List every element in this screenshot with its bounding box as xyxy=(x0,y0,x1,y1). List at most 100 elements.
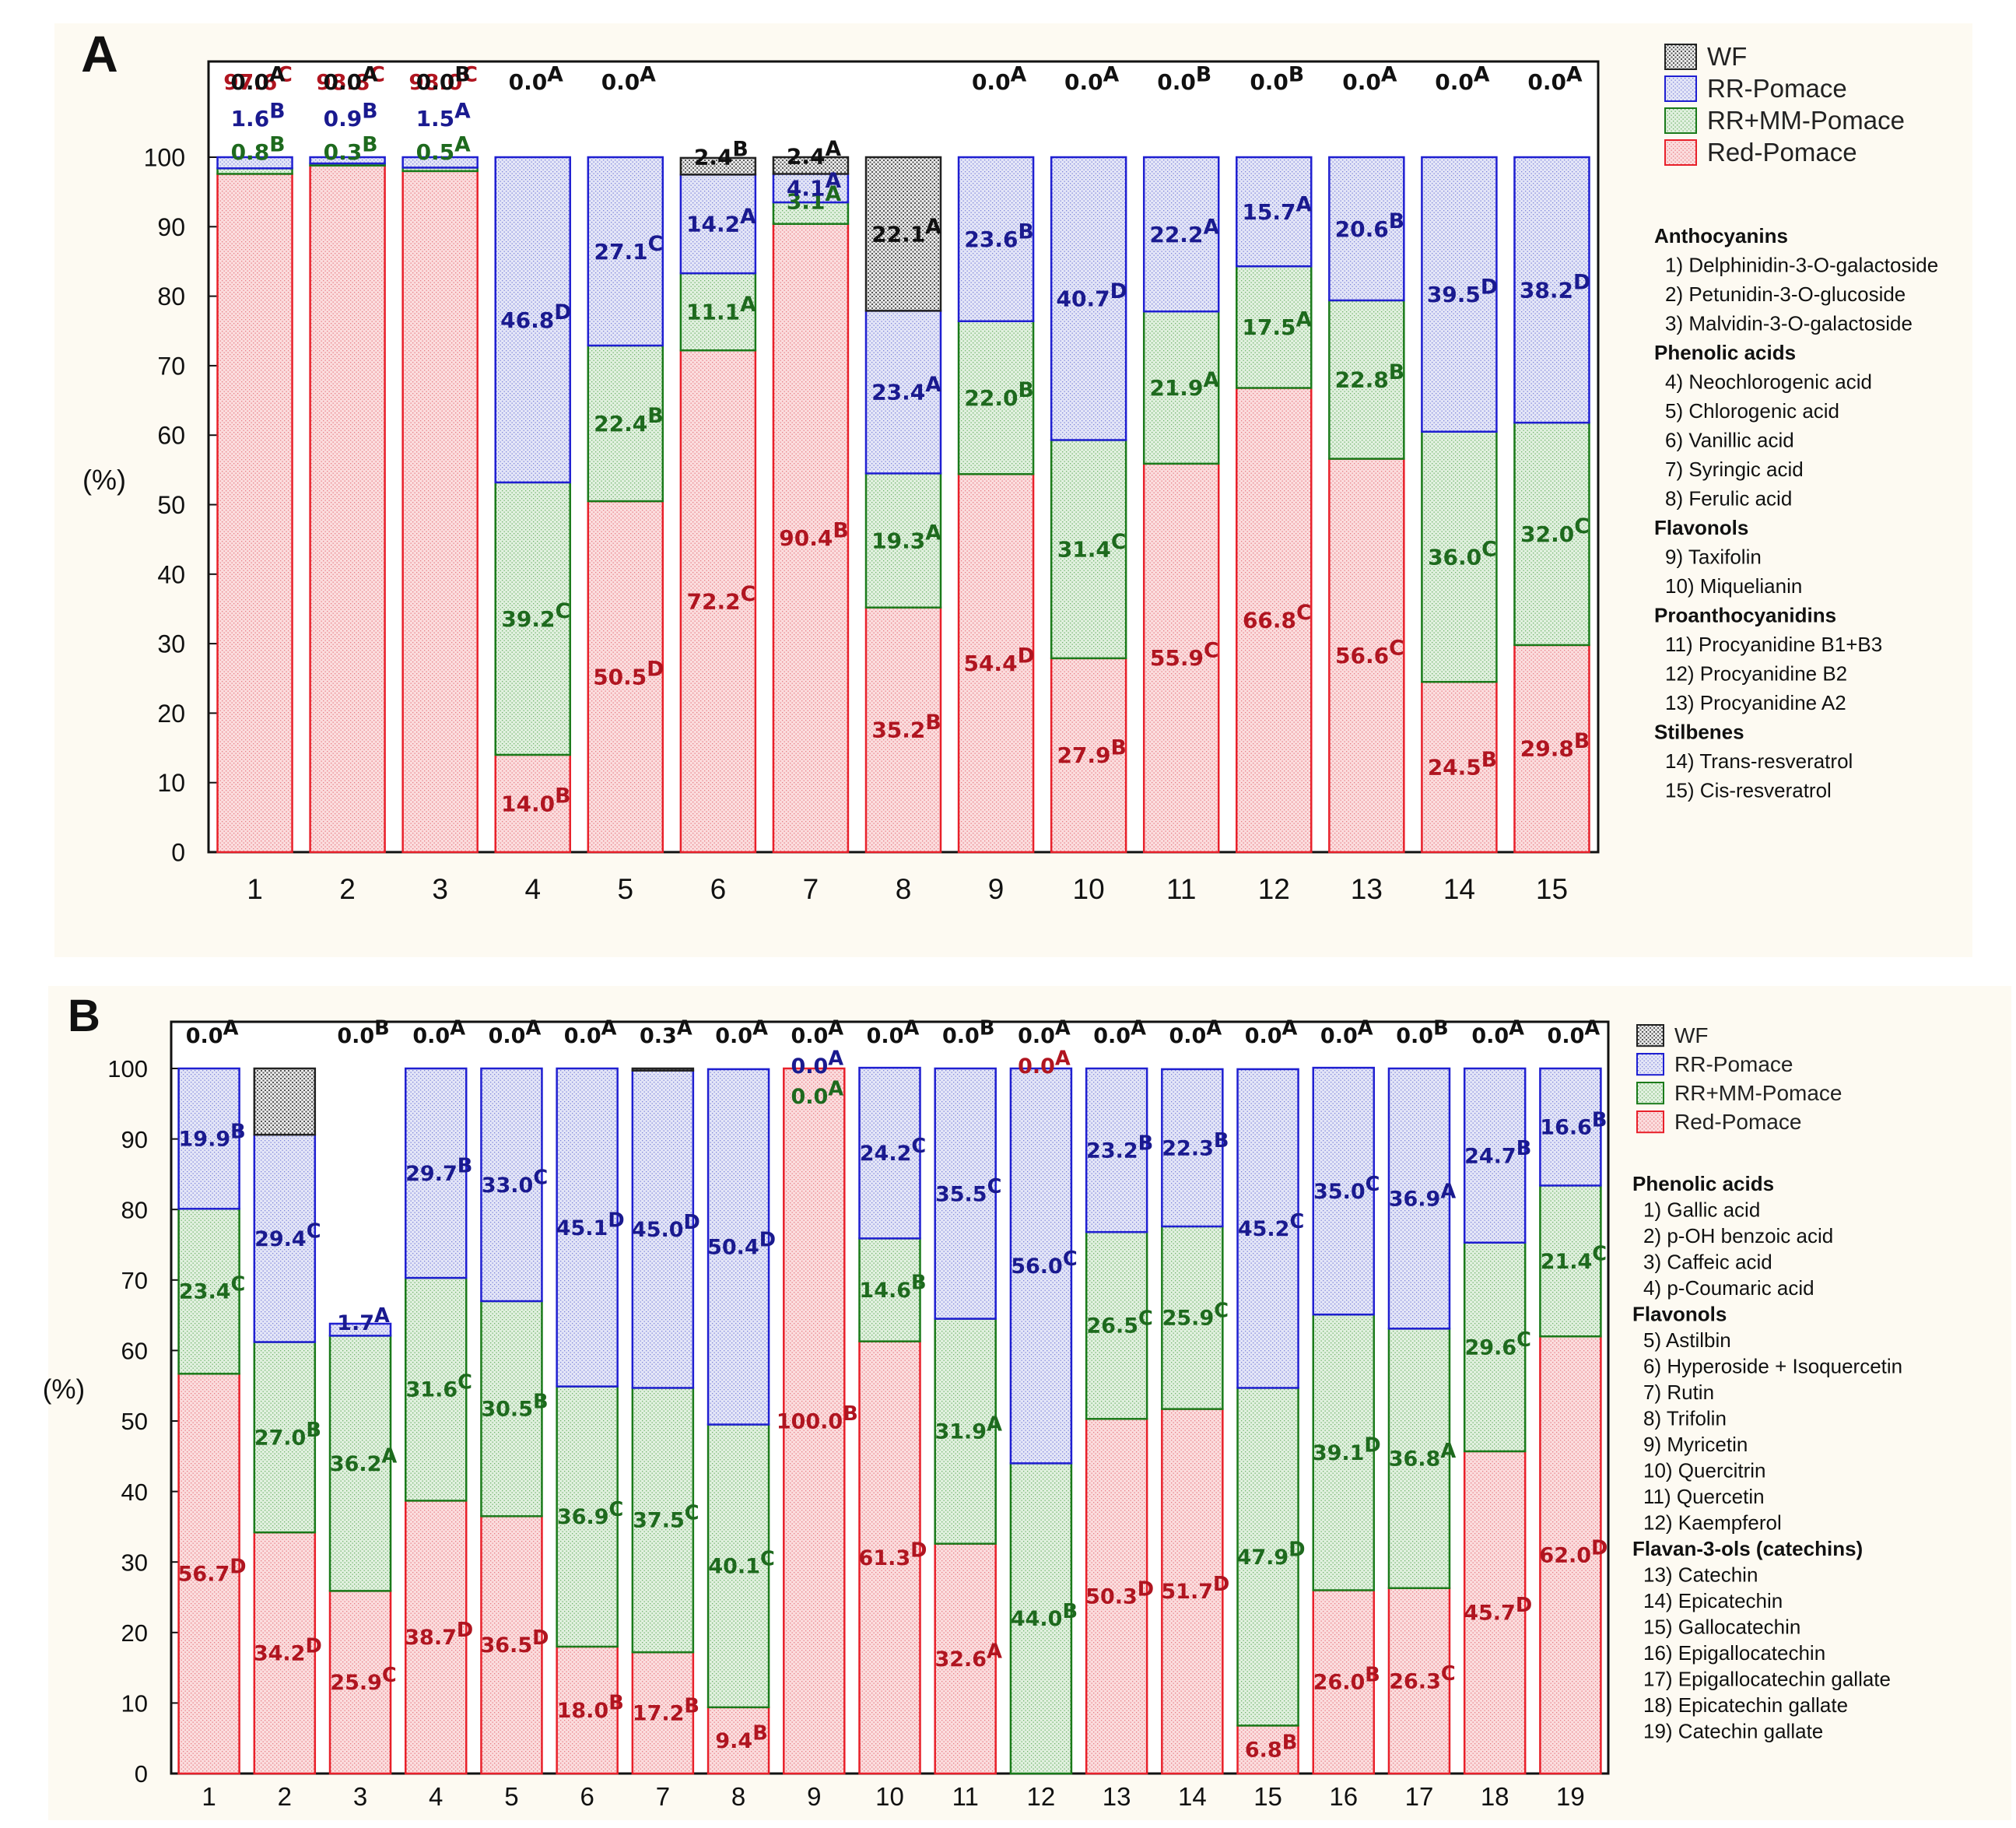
legend-swatch-rrmm xyxy=(1636,1082,1664,1105)
bar-segment-rrmm xyxy=(934,1317,997,1545)
x-tick-label: 6 xyxy=(710,873,727,905)
x-tick-label: 12 xyxy=(1027,1782,1056,1811)
footnote-item: 9) Taxifolin xyxy=(1665,546,1762,569)
footnote-item: 13) Catechin xyxy=(1643,1563,1758,1587)
bar-segment-rrmm xyxy=(1236,1387,1299,1727)
panel-a: A(%)0102030405060708090100197.6C0.8B1.6B… xyxy=(54,23,1972,957)
y-tick-label: 30 xyxy=(157,630,185,658)
bar-segment-rrmm xyxy=(772,201,850,225)
footnote-item: 17) Epigallocatechin gallate xyxy=(1643,1668,1891,1691)
legend-swatch-rrmm xyxy=(1664,107,1697,134)
panel-label: B xyxy=(68,991,100,1041)
x-tick-label: 11 xyxy=(952,1782,979,1811)
footnote-item: 3) Caffeic acid xyxy=(1643,1251,1772,1274)
footnote-item: 6) Hyperoside + Isoquercetin xyxy=(1643,1355,1902,1378)
bar-segment-red xyxy=(1463,1450,1527,1775)
footnote-item: 11) Procyanidine B1+B3 xyxy=(1665,633,1882,656)
panel-b: B(%)0102030405060708090100156.7D23.4C19.… xyxy=(43,986,2011,1820)
bar-segment-red xyxy=(1236,1724,1299,1775)
bar-segment-rr xyxy=(216,156,293,170)
bar-segment-rr xyxy=(1161,1068,1224,1228)
footnote-item: 9) Myricetin xyxy=(1643,1433,1748,1456)
bar-segment-rrmm xyxy=(556,1385,619,1648)
footnote-heading: Flavonols xyxy=(1654,516,1748,539)
bar-segment-rr xyxy=(587,156,664,347)
legend-label-wf: WF xyxy=(1674,1023,1709,1047)
x-tick-label: 7 xyxy=(803,873,819,905)
y-tick-label: 40 xyxy=(157,560,185,588)
bar-segment-rrmm xyxy=(328,1335,392,1592)
bar-segment-red xyxy=(679,349,757,854)
bar-segment-red xyxy=(401,170,479,854)
legend-swatch-rr xyxy=(1636,1053,1664,1076)
footnote-item: 12) Procyanidine B2 xyxy=(1665,662,1847,686)
x-tick-label: 7 xyxy=(656,1782,670,1811)
footnote-heading: Anthocyanins xyxy=(1654,224,1788,247)
bar-segment-red xyxy=(1050,657,1127,854)
y-tick-label: 90 xyxy=(157,213,185,241)
x-tick-label: 1 xyxy=(202,1782,216,1811)
y-tick-label: 10 xyxy=(121,1690,148,1717)
y-tick-label: 80 xyxy=(121,1196,148,1223)
bar-segment-rrmm xyxy=(1312,1313,1376,1591)
y-tick-label: 70 xyxy=(121,1267,148,1294)
y-tick-label: 0 xyxy=(171,839,185,867)
x-tick-label: 15 xyxy=(1536,873,1568,905)
footnote-heading: Phenolic acids xyxy=(1632,1172,1774,1195)
footnote-item: 1) Gallic acid xyxy=(1643,1198,1760,1222)
bar-segment-red xyxy=(556,1645,619,1775)
bar-segment-rr xyxy=(556,1067,619,1388)
x-tick-label: 13 xyxy=(1351,873,1383,905)
bar-segment-red xyxy=(404,1500,468,1775)
x-tick-label: 4 xyxy=(524,873,541,905)
footnote-item: 3) Malvidin-3-O-galactoside xyxy=(1665,312,1913,335)
y-tick-label: 60 xyxy=(157,422,185,450)
footnote-item: 7) Syringic acid xyxy=(1665,458,1804,481)
bar-segment-wf xyxy=(631,1067,695,1072)
bar-segment-rr xyxy=(1387,1067,1451,1330)
x-tick-label: 9 xyxy=(988,873,1004,905)
x-tick-label: 6 xyxy=(580,1782,594,1811)
bar-segment-rrmm xyxy=(1161,1225,1224,1410)
bar-segment-red xyxy=(864,606,942,854)
bar-segment-rrmm xyxy=(631,1387,695,1654)
footnote-item: 4) Neochlorogenic acid xyxy=(1665,370,1872,394)
x-tick-label: 14 xyxy=(1443,873,1475,905)
footnote-item: 14) Trans-resveratrol xyxy=(1665,749,1853,773)
panel-label: A xyxy=(81,25,118,82)
bar-segment-wf xyxy=(864,156,942,312)
footnote-item: 10) Miquelianin xyxy=(1665,574,1802,598)
legend-label-red: Red-Pomace xyxy=(1674,1110,1801,1134)
bar-segment-red xyxy=(858,1340,921,1775)
bar-segment-rr xyxy=(1513,156,1590,424)
y-tick-label: 40 xyxy=(121,1479,148,1506)
bar-segment-red xyxy=(253,1531,317,1775)
x-tick-label: 13 xyxy=(1103,1782,1131,1811)
footnote-heading: Proanthocyanidins xyxy=(1654,604,1836,627)
bar-segment-rr xyxy=(177,1067,240,1210)
bar-segment-red xyxy=(1513,644,1590,854)
footnote-item: 15) Gallocatechin xyxy=(1643,1616,1800,1639)
bar-segment-rrmm xyxy=(1142,310,1220,465)
bar-segment-rr xyxy=(1421,156,1498,433)
bar-segment-rrmm xyxy=(1236,265,1313,389)
bar-segment-rrmm xyxy=(253,1341,317,1534)
x-tick-label: 1 xyxy=(247,873,263,905)
bar-segment-rr xyxy=(1050,156,1127,441)
x-tick-label: 19 xyxy=(1556,1782,1585,1811)
bar-segment-red xyxy=(177,1373,240,1775)
footnote-item: 19) Catechin gallate xyxy=(1643,1720,1823,1743)
bar-segment-rrmm xyxy=(864,472,942,609)
bar-segment-red xyxy=(1085,1418,1148,1775)
y-tick-label: 50 xyxy=(121,1408,148,1435)
bar-segment-red xyxy=(1421,680,1498,854)
bar-segment-rr xyxy=(1236,1068,1299,1389)
y-tick-label: 20 xyxy=(157,700,185,728)
y-tick-label: 50 xyxy=(157,491,185,519)
bar-segment-rr xyxy=(1312,1066,1376,1316)
legend-swatch-wf xyxy=(1664,44,1697,70)
x-tick-label: 10 xyxy=(875,1782,904,1811)
footnote-item: 18) Epicatechin gallate xyxy=(1643,1693,1848,1717)
bar-segment-red xyxy=(631,1651,695,1775)
legend-label-rrmm: RR+MM-Pomace xyxy=(1674,1081,1842,1105)
